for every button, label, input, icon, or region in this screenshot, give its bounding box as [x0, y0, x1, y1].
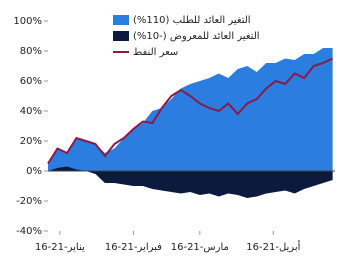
- area: [48, 48, 333, 171]
- legend-swatch: [113, 15, 129, 25]
- y-tick-label: 100%: [13, 16, 42, 27]
- x-tick-label: 16-فبراير-21: [105, 242, 162, 253]
- y-tick-label: 80%: [20, 46, 42, 57]
- x-tick-label: 16-يناير-21: [35, 242, 85, 253]
- x-tick-label: 16-مارس-21: [171, 242, 229, 253]
- legend-label: التغير العائد للطلب (110%): [133, 15, 251, 26]
- y-tick-label: 60%: [20, 76, 42, 87]
- y-tick-label: 40%: [20, 106, 42, 117]
- y-tick-label: 0%: [26, 166, 42, 177]
- legend-swatch: [113, 31, 129, 41]
- y-tick-label: -20%: [16, 196, 42, 207]
- area: [48, 166, 333, 198]
- legend-label: التغير العائد للمعروض (-10%): [133, 31, 260, 42]
- y-tick-label: 20%: [20, 136, 42, 147]
- line: [47, 57, 334, 165]
- legend-label: سعر النفط: [133, 47, 178, 58]
- x-tick-label: 16-أبريل-21: [246, 240, 300, 253]
- y-tick-label: -40%: [16, 226, 42, 237]
